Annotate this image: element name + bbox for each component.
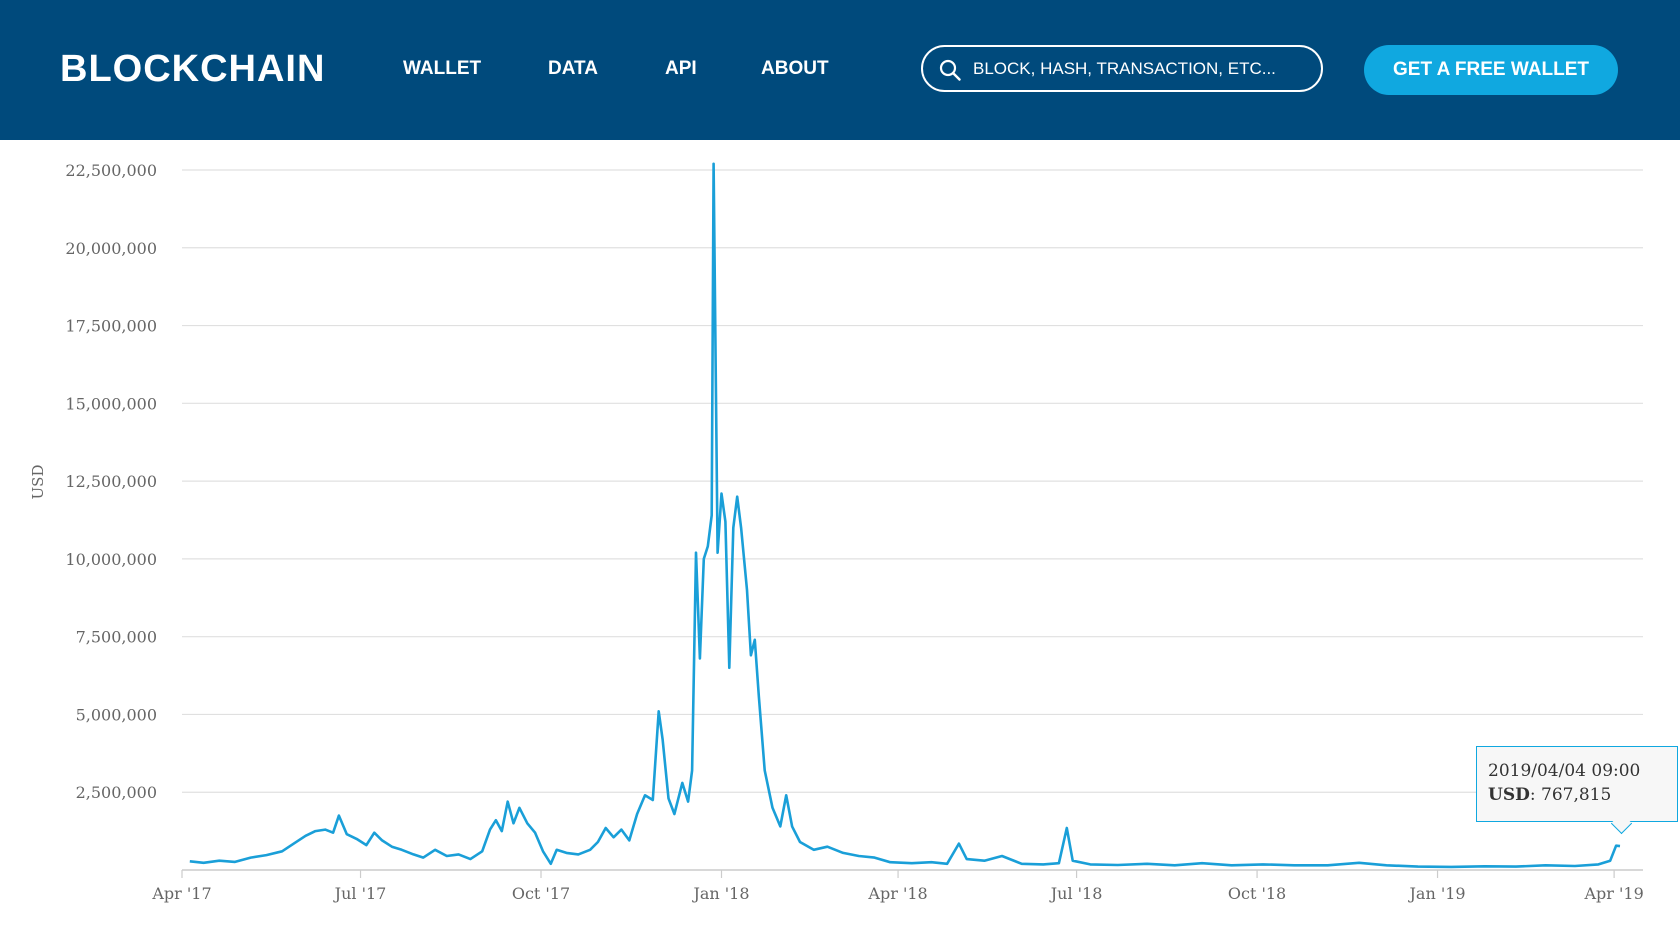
y-tick-label: 2,500,000 bbox=[76, 783, 157, 802]
y-tick-label: 15,000,000 bbox=[65, 394, 157, 413]
nav-data[interactable]: DATA bbox=[548, 58, 598, 79]
chart-tooltip: 2019/04/04 09:00 USD: 767,815 bbox=[1476, 746, 1678, 835]
y-tick-label: 7,500,000 bbox=[76, 628, 157, 647]
x-tick-label: Oct '17 bbox=[512, 884, 570, 903]
x-tick-label: Jan '18 bbox=[691, 884, 749, 903]
series-line[interactable] bbox=[189, 162, 1621, 869]
tooltip-date: 2019/04/04 09:00 bbox=[1488, 761, 1641, 781]
tooltip-key: USD bbox=[1488, 785, 1530, 805]
nav-wallet[interactable]: WALLET bbox=[403, 58, 482, 79]
line-chart: 2,500,000 5,000,000 7,500,000 10,000,000 12,… bbox=[29, 161, 1644, 903]
x-axis-ticks: Apr '17 Jul '17 Oct '17 Jan '18 Apr '18 Jul '… bbox=[151, 870, 1644, 903]
x-tick-label: Apr '17 bbox=[151, 884, 211, 903]
nav-api[interactable]: API bbox=[665, 58, 697, 79]
y-tick-label: 17,500,000 bbox=[65, 317, 157, 336]
top-navigation-bar: BLOCKCHAIN WALLET DATA API ABOUT GET A F… bbox=[0, 0, 1680, 140]
y-axis-label: USD bbox=[29, 465, 47, 500]
x-tick-label: Apr '19 bbox=[1583, 884, 1643, 903]
get-free-wallet-button[interactable]: GET A FREE WALLET bbox=[1364, 45, 1618, 95]
nav-about[interactable]: ABOUT bbox=[761, 58, 829, 79]
y-tick-label: 12,500,000 bbox=[65, 472, 157, 491]
x-tick-label: Jul '17 bbox=[333, 884, 387, 903]
y-tick-label: 5,000,000 bbox=[76, 705, 157, 724]
tooltip-value-row: USD: 767,815 bbox=[1488, 785, 1612, 805]
y-tick-label: 22,500,000 bbox=[65, 161, 157, 180]
tooltip-value: 767,815 bbox=[1541, 785, 1612, 805]
x-tick-label: Jul '18 bbox=[1049, 884, 1103, 903]
search-icon bbox=[939, 59, 961, 81]
x-tick-label: Apr '18 bbox=[867, 884, 927, 903]
search-input[interactable] bbox=[973, 47, 1303, 90]
blockchain-logo[interactable]: BLOCKCHAIN bbox=[60, 48, 326, 90]
x-tick-label: Oct '18 bbox=[1228, 884, 1286, 903]
y-tick-label: 20,000,000 bbox=[65, 239, 157, 258]
x-tick-label: Jan '19 bbox=[1407, 884, 1465, 903]
chart-grid bbox=[182, 169, 1643, 871]
y-tick-label: 10,000,000 bbox=[65, 550, 157, 569]
y-axis-ticks: 2,500,000 5,000,000 7,500,000 10,000,000 12,… bbox=[65, 161, 157, 802]
search-box[interactable] bbox=[921, 45, 1323, 92]
